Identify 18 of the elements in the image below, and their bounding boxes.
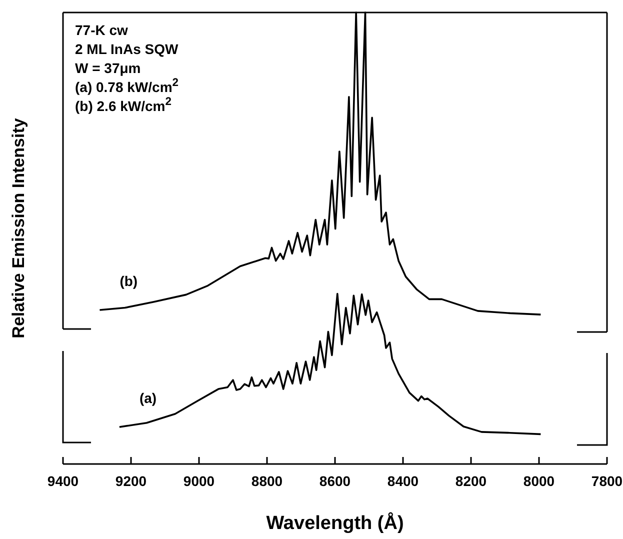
x-tick-label: 8000 — [523, 472, 555, 489]
x-tick-label: 9000 — [183, 472, 215, 489]
x-tick-label: 8200 — [455, 472, 487, 489]
annotation: 77-K cw — [75, 22, 128, 38]
annotation: (a) 0.78 kW/cm$^{2}$ — [75, 77, 178, 95]
x-tick-label: 8600 — [319, 472, 351, 489]
annotation: W = 37μm — [75, 60, 141, 76]
x-tick-label: 8800 — [251, 472, 283, 489]
series-label: (b) — [120, 273, 138, 290]
x-tick-label: 9400 — [47, 472, 79, 489]
y-axis-title: Relative Emission Intensity — [9, 118, 28, 338]
x-tick-label: 8400 — [387, 472, 419, 489]
x-axis-title: Wavelength (Å) — [266, 512, 404, 534]
x-tick-label: 7800 — [591, 472, 623, 489]
series-label: (a) — [139, 390, 157, 406]
x-tick-label: 9200 — [115, 472, 147, 489]
annotation: 2 ML InAs SQW — [75, 41, 179, 57]
annotation: (b) 2.6 kW/cm$^{2}$ — [75, 96, 172, 114]
